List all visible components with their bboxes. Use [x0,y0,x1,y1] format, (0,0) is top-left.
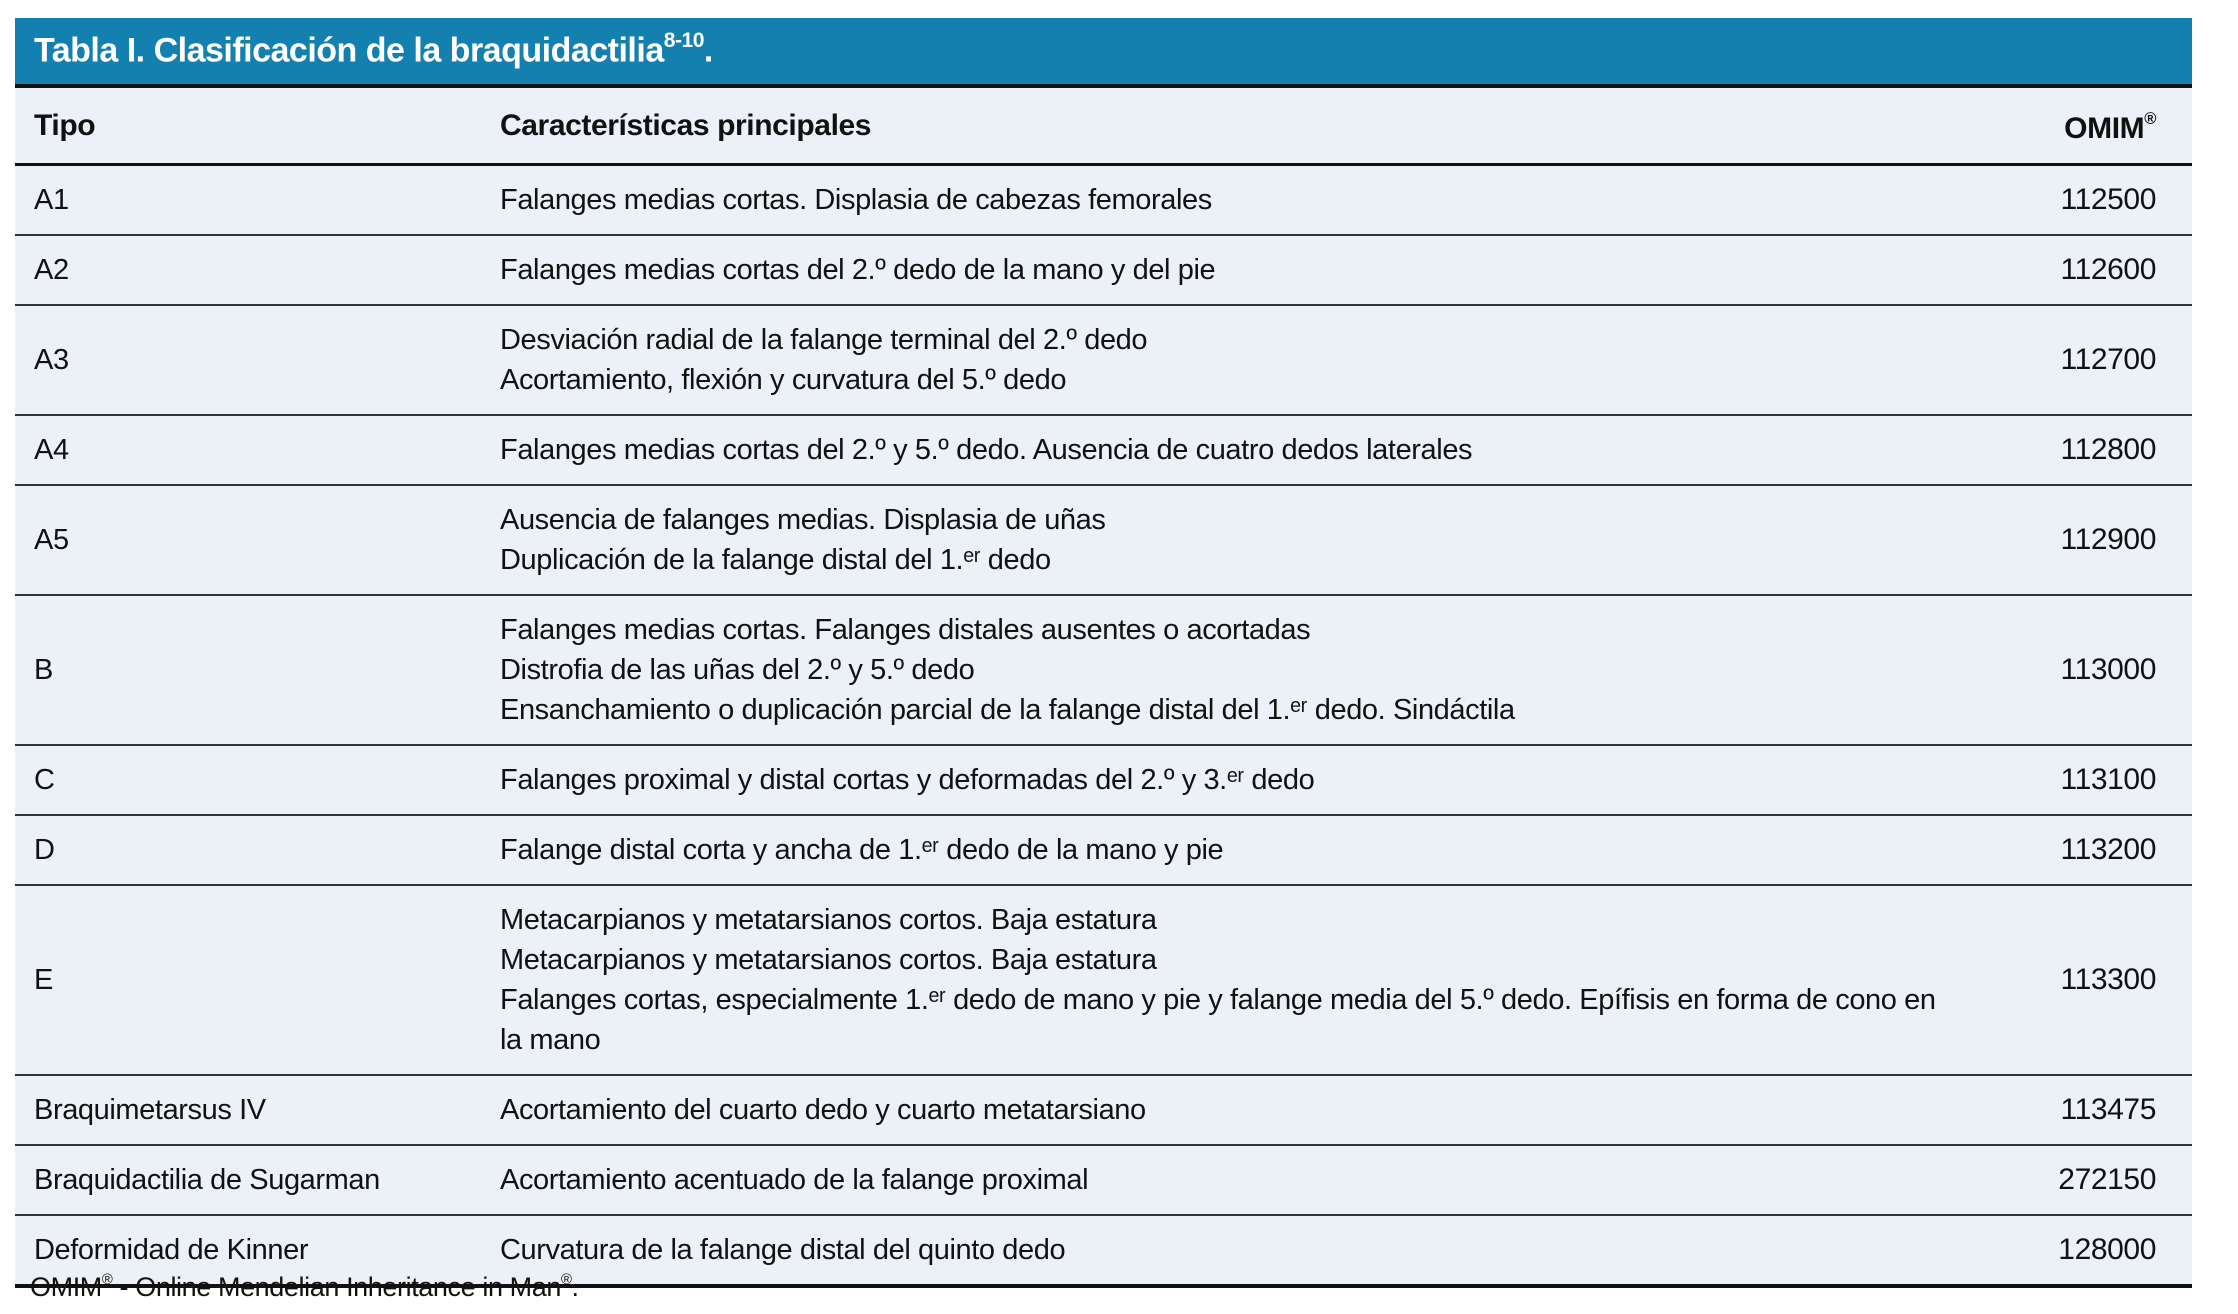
row-caracteristicas-value: Falanges medias cortas. Falanges distale… [500,596,1967,744]
caracteristica-line: Falanges medias cortas. Falanges distale… [500,614,1311,646]
footnote-omim-label: OMIM [30,1272,102,1302]
table-row: Deformidad de Kinner Curvatura de la fal… [15,1216,2192,1288]
caracteristica-line: Ensanchamiento o duplicación parcial de … [500,694,1515,726]
row-omim-value: 272150 [2058,1163,2156,1196]
row-caracteristicas-value: Curvatura de la falange distal del quint… [500,1216,1967,1284]
table-row: A5 Ausencia de falanges medias. Displasi… [15,486,2192,596]
row-omim-value: 112600 [2060,253,2157,286]
row-tipo-value: B [34,654,53,686]
row-tipo-value: C [34,764,55,796]
row-omim-value: 112700 [2060,343,2157,376]
caracteristica-line: Falanges medias cortas del 2.º y 5.º ded… [500,434,1473,466]
table-title-bar: Tabla I. Clasificación de la braquidacti… [15,18,2192,88]
row-tipo-value: A5 [34,524,69,556]
row-caracteristicas-value: Metacarpianos y metatarsianos cortos. Ba… [500,886,1967,1074]
table-footnote: OMIM® - Online Mendelian Inheritance in … [30,1272,579,1303]
table-row: A4 Falanges medias cortas del 2.º y 5.º … [15,416,2192,486]
table-row: Braquimetarsus IV Acortamiento del cuart… [15,1076,2192,1146]
row-caracteristicas-value: Falanges medias cortas. Displasia de cab… [500,166,1967,234]
row-omim-value: 113200 [2060,833,2157,866]
registered-trademark-symbol: ® [2144,110,2156,128]
table-row: Braquidactilia de Sugarman Acortamiento … [15,1146,2192,1216]
caracteristica-line: Ausencia de falanges medias. Displasia d… [500,504,1106,536]
table-title-text: Tabla I. Clasificación de la braquidacti… [34,31,664,70]
caracteristica-line: Acortamiento del cuarto dedo y cuarto me… [500,1094,1146,1126]
table-row: D Falange distal corta y ancha de 1.ᵉʳ d… [15,816,2192,886]
row-tipo-value: Braquimetarsus IV [34,1094,266,1126]
caracteristica-line: Desviación radial de la falange terminal… [500,324,1148,356]
table-title-citation-superscript: 8-10 [663,29,705,53]
table-row: B Falanges medias cortas. Falanges dista… [15,596,2192,746]
row-omim-value: 113475 [2060,1093,2157,1126]
table-body: A1 Falanges medias cortas. Displasia de … [15,166,2192,1288]
caracteristica-line: Metacarpianos y metatarsianos cortos. Ba… [500,944,1157,976]
caracteristica-line: Distrofia de las uñas del 2.º y 5.º dedo [500,654,975,686]
caracteristica-line: Metacarpianos y metatarsianos cortos. Ba… [500,904,1157,936]
caracteristica-line: Falanges proximal y distal cortas y defo… [500,764,1315,796]
caracteristica-line: Curvatura de la falange distal del quint… [500,1234,1066,1266]
column-header-row: Tipo Características principales OMIM® [15,88,2192,166]
row-caracteristicas-value: Acortamiento del cuarto dedo y cuarto me… [500,1076,1967,1144]
row-omim-value: 113100 [2060,763,2157,796]
row-tipo-value: A4 [34,434,69,466]
caracteristica-line: Falange distal corta y ancha de 1.ᵉʳ ded… [500,834,1224,866]
row-caracteristicas-value: Falanges medias cortas del 2.º dedo de l… [500,236,1967,304]
table-row: C Falanges proximal y distal cortas y de… [15,746,2192,816]
registered-trademark-symbol: ® [561,1272,572,1288]
registered-trademark-symbol: ® [101,1272,113,1288]
footnote-period: . [571,1272,580,1302]
caracteristica-line: Falanges medias cortas del 2.º dedo de l… [500,254,1216,286]
row-tipo-value: D [34,834,55,866]
row-tipo-value: A3 [34,344,69,376]
omim-header-label: OMIM [2064,112,2145,145]
table-row: A1 Falanges medias cortas. Displasia de … [15,166,2192,236]
row-tipo-value: Braquidactilia de Sugarman [34,1164,380,1196]
row-tipo-value: A2 [34,254,69,286]
row-omim-value: 112800 [2060,433,2157,466]
row-tipo-value: A1 [34,184,69,216]
row-caracteristicas-value: Acortamiento acentuado de la falange pro… [500,1146,1967,1214]
row-tipo-value: Deformidad de Kinner [34,1234,309,1266]
row-omim-value: 113000 [2060,653,2157,686]
row-omim-value: 112500 [2060,183,2157,216]
table-title: Tabla I. Clasificación de la braquidacti… [34,29,713,70]
row-tipo-value: E [34,964,53,996]
column-header-omim: OMIM® [1967,88,2192,163]
row-caracteristicas-value: Ausencia de falanges medias. Displasia d… [500,486,1967,594]
row-omim-value: 128000 [2058,1233,2156,1266]
row-caracteristicas-value: Falanges proximal y distal cortas y defo… [500,746,1967,814]
caracteristica-line: Acortamiento acentuado de la falange pro… [500,1164,1089,1196]
footnote-text: - Online Mendelian Inheritance in Man [112,1272,562,1302]
caracteristica-line: Falanges cortas, especialmente 1.ᵉʳ dedo… [500,984,1936,1056]
table-row: E Metacarpianos y metatarsianos cortos. … [15,886,2192,1076]
row-caracteristicas-value: Falange distal corta y ancha de 1.ᵉʳ ded… [500,816,1967,884]
table-title-period: . [703,31,713,70]
table-row: A2 Falanges medias cortas del 2.º dedo d… [15,236,2192,306]
row-omim-value: 112900 [2060,523,2157,556]
row-omim-value: 113300 [2060,963,2157,996]
classification-table: Tabla I. Clasificación de la braquidacti… [15,18,2192,1288]
caracteristica-line: Duplicación de la falange distal del 1.ᵉ… [500,544,1051,576]
table-row: A3 Desviación radial de la falange termi… [15,306,2192,416]
column-header-tipo: Tipo [34,108,96,142]
caracteristica-line: Acortamiento, flexión y curvatura del 5.… [500,364,1067,396]
caracteristica-line: Falanges medias cortas. Displasia de cab… [500,184,1212,216]
row-caracteristicas-value: Desviación radial de la falange terminal… [500,306,1967,414]
row-caracteristicas-value: Falanges medias cortas del 2.º y 5.º ded… [500,416,1967,484]
column-header-caracteristicas: Características principales [500,108,872,142]
